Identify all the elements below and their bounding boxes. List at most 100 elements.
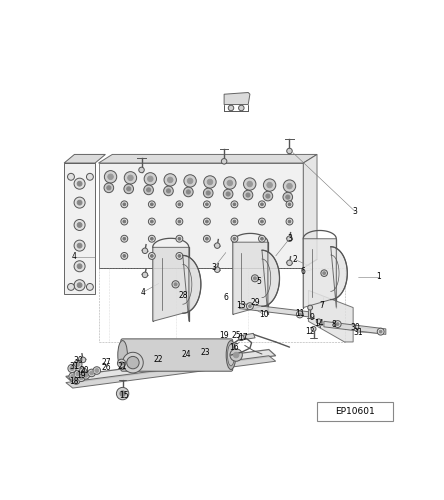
- Polygon shape: [324, 322, 386, 334]
- Circle shape: [124, 184, 134, 194]
- Circle shape: [267, 182, 272, 188]
- Circle shape: [121, 236, 128, 242]
- Polygon shape: [240, 334, 255, 340]
- Circle shape: [77, 182, 82, 186]
- Polygon shape: [153, 248, 201, 322]
- Polygon shape: [66, 350, 276, 382]
- Circle shape: [127, 356, 139, 369]
- Polygon shape: [99, 154, 317, 163]
- Circle shape: [151, 203, 153, 205]
- Text: 17: 17: [238, 333, 248, 342]
- Circle shape: [151, 254, 153, 258]
- Circle shape: [120, 391, 125, 396]
- Text: 14: 14: [314, 318, 324, 328]
- Circle shape: [228, 105, 234, 110]
- Circle shape: [206, 191, 210, 195]
- Circle shape: [287, 236, 292, 242]
- Circle shape: [287, 148, 292, 154]
- Circle shape: [68, 364, 76, 372]
- Circle shape: [123, 254, 126, 258]
- Circle shape: [224, 177, 236, 189]
- Circle shape: [233, 220, 236, 223]
- Circle shape: [121, 252, 128, 260]
- Circle shape: [151, 220, 153, 223]
- Circle shape: [288, 203, 291, 205]
- Circle shape: [104, 183, 114, 192]
- Circle shape: [174, 283, 177, 286]
- Polygon shape: [303, 154, 317, 268]
- Text: 18: 18: [70, 377, 79, 386]
- Circle shape: [148, 252, 155, 260]
- Text: EP10601: EP10601: [335, 407, 375, 416]
- Circle shape: [144, 185, 154, 194]
- Circle shape: [147, 188, 151, 192]
- Circle shape: [285, 195, 290, 199]
- Circle shape: [76, 372, 80, 376]
- Circle shape: [121, 218, 128, 225]
- Text: 23: 23: [200, 348, 210, 357]
- Circle shape: [148, 201, 155, 208]
- Circle shape: [261, 203, 263, 205]
- Circle shape: [316, 319, 321, 324]
- Circle shape: [334, 320, 341, 328]
- Circle shape: [261, 238, 263, 240]
- Circle shape: [108, 174, 113, 180]
- Circle shape: [377, 328, 384, 335]
- Circle shape: [203, 218, 210, 225]
- Text: 13: 13: [237, 302, 246, 310]
- Circle shape: [231, 236, 238, 242]
- Circle shape: [251, 275, 258, 282]
- Circle shape: [176, 236, 183, 242]
- Circle shape: [78, 374, 85, 382]
- Circle shape: [144, 172, 157, 185]
- Circle shape: [74, 220, 85, 230]
- Circle shape: [74, 197, 85, 208]
- Circle shape: [107, 186, 111, 190]
- Circle shape: [77, 200, 82, 205]
- Circle shape: [142, 272, 148, 278]
- Circle shape: [77, 283, 82, 288]
- Circle shape: [148, 218, 155, 225]
- Text: 22: 22: [154, 354, 163, 364]
- Circle shape: [70, 366, 74, 370]
- Polygon shape: [224, 92, 250, 104]
- Circle shape: [243, 178, 256, 190]
- Circle shape: [77, 264, 82, 268]
- Text: 11: 11: [295, 309, 305, 318]
- FancyBboxPatch shape: [317, 402, 392, 421]
- Circle shape: [95, 368, 99, 372]
- Polygon shape: [64, 163, 95, 294]
- Circle shape: [172, 280, 179, 288]
- Text: 4: 4: [72, 252, 77, 261]
- Text: 30: 30: [73, 356, 83, 366]
- Circle shape: [231, 218, 238, 225]
- Circle shape: [93, 366, 101, 374]
- Circle shape: [142, 248, 148, 254]
- Text: 3: 3: [211, 264, 216, 272]
- Circle shape: [206, 220, 208, 223]
- Circle shape: [308, 305, 313, 310]
- Circle shape: [203, 236, 210, 242]
- Circle shape: [258, 218, 266, 225]
- Polygon shape: [309, 290, 353, 342]
- Circle shape: [243, 190, 253, 200]
- Circle shape: [87, 284, 93, 290]
- Circle shape: [379, 330, 382, 333]
- Circle shape: [263, 192, 273, 201]
- Circle shape: [127, 187, 131, 191]
- Circle shape: [287, 184, 292, 189]
- Text: 4: 4: [141, 288, 146, 296]
- Text: 5: 5: [256, 277, 261, 286]
- Circle shape: [176, 218, 183, 225]
- Circle shape: [176, 252, 183, 260]
- Circle shape: [121, 201, 128, 208]
- Circle shape: [297, 311, 303, 318]
- Polygon shape: [99, 163, 303, 268]
- Circle shape: [82, 372, 90, 379]
- Circle shape: [214, 243, 220, 248]
- Circle shape: [206, 203, 208, 205]
- Circle shape: [258, 201, 266, 208]
- Text: 29: 29: [250, 298, 260, 307]
- Circle shape: [286, 218, 293, 225]
- Circle shape: [176, 201, 183, 208]
